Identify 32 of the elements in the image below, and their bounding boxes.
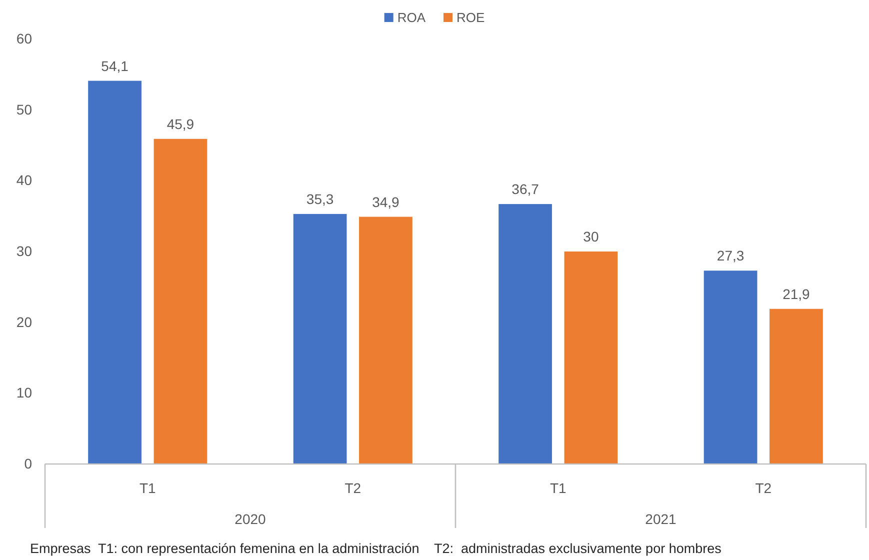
bar (498, 204, 552, 464)
bar (88, 80, 142, 464)
y-tick-label: 50 (16, 101, 32, 118)
y-tick-label: 30 (16, 242, 32, 259)
data-label: 35,3 (306, 190, 334, 207)
bar (359, 216, 412, 464)
x-tick-label: T1 (550, 480, 567, 496)
legend-label: ROE (456, 10, 485, 25)
bar (704, 270, 758, 464)
y-tick-label: 40 (16, 172, 32, 188)
y-tick-label: 10 (16, 384, 32, 401)
data-label: 21,9 (782, 286, 810, 302)
bar (770, 308, 823, 464)
data-label: 34,9 (372, 194, 400, 210)
bar (293, 214, 347, 464)
data-label: 54,1 (101, 58, 129, 74)
x-tick-label: T1 (139, 480, 156, 496)
text: 2021 (645, 511, 677, 527)
y-tick-label: 20 (16, 314, 32, 330)
bar (564, 252, 618, 464)
legend-label: ROA (397, 10, 426, 25)
text: 2020 (234, 511, 266, 527)
y-tick-label: 0 (24, 455, 32, 472)
x-tick-label: T2 (755, 480, 772, 496)
data-label: 30 (583, 228, 599, 244)
y-tick-label: 60 (16, 30, 32, 46)
text: Empresas T1: con representación femenina en la administración T2: administradas exclusivamente por hombres (30, 541, 722, 556)
x-tick-label: T2 (344, 480, 362, 496)
data-label: 27,3 (716, 248, 744, 264)
data-label: 45,9 (166, 116, 194, 132)
data-label: 36,7 (512, 181, 540, 198)
bar (154, 138, 208, 464)
